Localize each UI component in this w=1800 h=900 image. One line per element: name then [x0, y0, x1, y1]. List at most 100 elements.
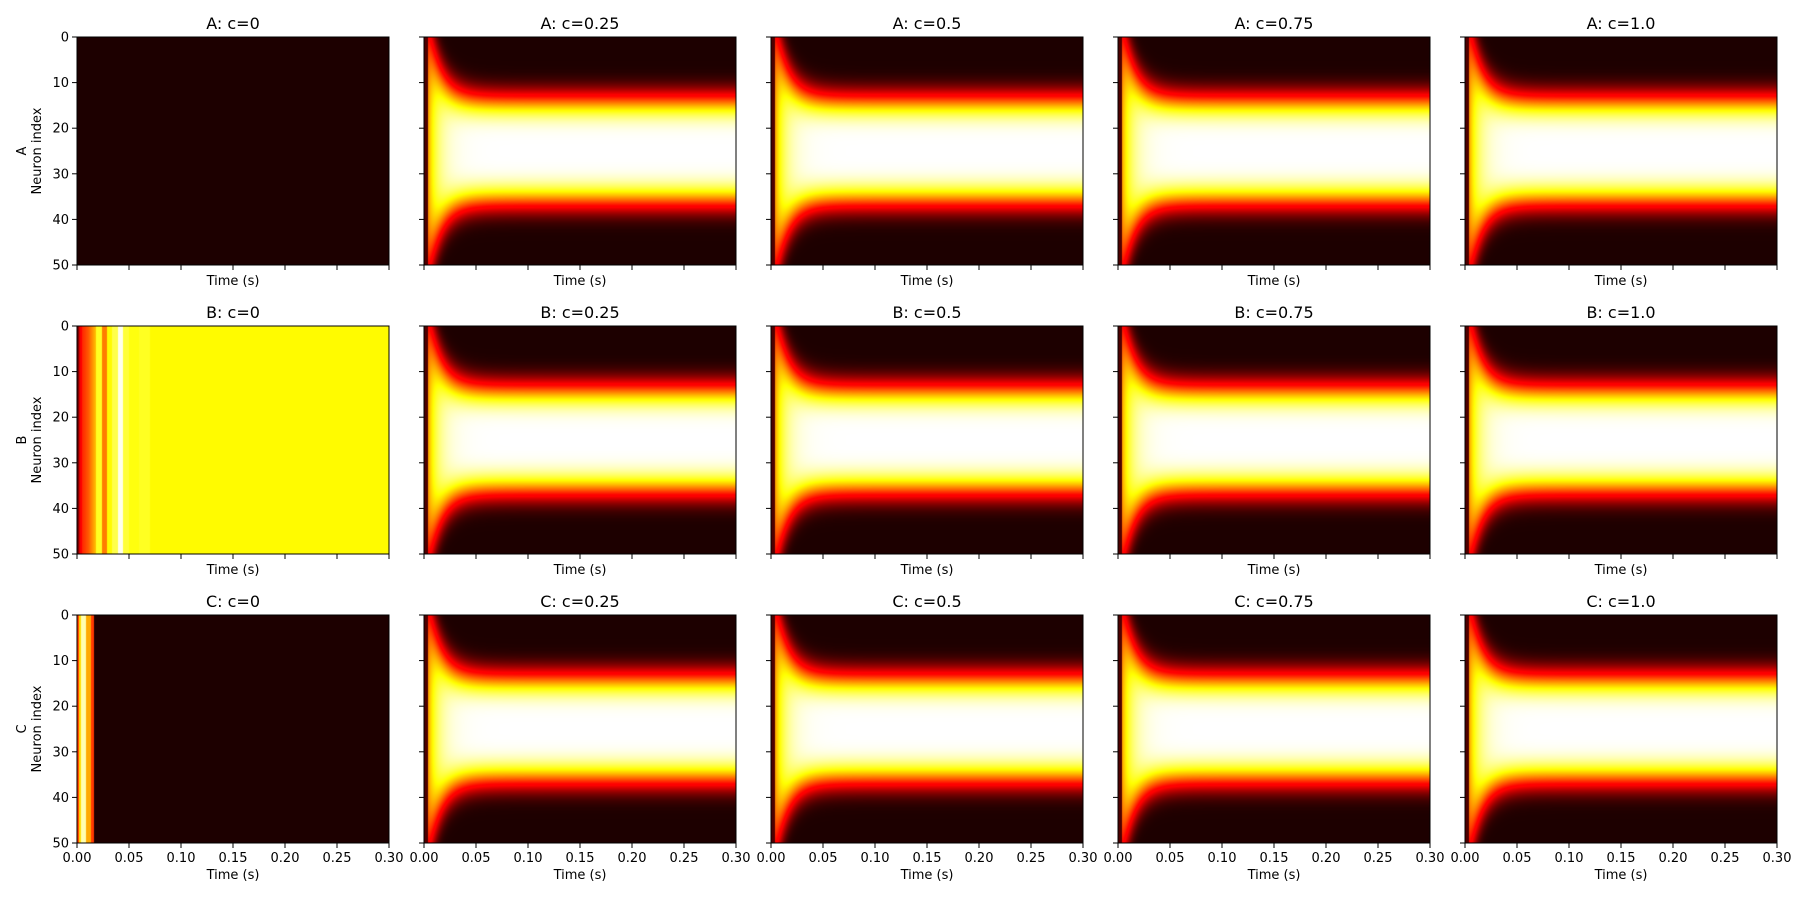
heatmap-image	[771, 615, 1083, 843]
y-tick-label: 20	[52, 411, 69, 426]
panel-title: A: c=0.5	[893, 14, 962, 33]
heatmap-image	[77, 615, 389, 843]
panel-c-3: C: c=0.5 0.00 0.05 0.10 0.15 0.20 0.25 0.30 Time…	[757, 592, 1098, 883]
x-axis-label: Time (s)	[553, 868, 607, 883]
y-tick-label: 40	[52, 213, 69, 228]
panel-title: C: c=0.25	[540, 592, 619, 611]
panel-title: B: c=0	[206, 303, 260, 322]
panel-title: A: c=1.0	[1587, 14, 1656, 33]
panel-title: C: c=1.0	[1586, 592, 1655, 611]
y-tick-label: 10	[52, 654, 69, 669]
x-axis-label: Time (s)	[553, 563, 607, 578]
panel-b-3: B: c=0.5 Time (s)	[766, 303, 1084, 578]
x-tick-label: 0.30	[1763, 851, 1792, 866]
heatmap-image	[1118, 326, 1430, 554]
y-tick-label: 0	[61, 320, 69, 335]
x-tick-label: 0.00	[1104, 851, 1133, 866]
heatmap-image	[77, 326, 389, 554]
panel-title: C: c=0	[206, 592, 260, 611]
y-tick-label: 10	[52, 365, 69, 380]
x-axis-label: Time (s)	[1247, 274, 1301, 289]
x-tick-label: 0.20	[271, 851, 300, 866]
x-tick-label: 0.00	[410, 851, 439, 866]
x-tick-label: 0.00	[757, 851, 786, 866]
y-tick-label: 0	[61, 609, 69, 624]
x-tick-label: 0.30	[375, 851, 404, 866]
panel-c-5: C: c=1.0 0.00 0.05 0.10 0.15 0.20 0.25 0.30 Time…	[1451, 592, 1792, 883]
y-tick-label: 30	[52, 745, 69, 760]
panel-a-2: A: c=0.25 Time (s)	[419, 14, 737, 289]
x-tick-label: 0.25	[670, 851, 699, 866]
y-tick-label: 40	[52, 502, 69, 517]
x-tick-label: 0.30	[1416, 851, 1445, 866]
row-label: A	[15, 146, 30, 155]
y-axis-label: Neuron index	[30, 107, 45, 194]
panel-title: B: c=0.5	[892, 303, 961, 322]
panel-c-1: C: c=0 0.00 0.05 0.10 0.15 0.20 0.25 0.30 0 10 20 3…	[15, 592, 403, 883]
x-axis-label: Time (s)	[206, 563, 260, 578]
y-tick-label: 10	[52, 76, 69, 91]
row-label: C	[15, 724, 30, 733]
x-tick-label: 0.05	[1156, 851, 1185, 866]
x-axis-label: Time (s)	[206, 868, 260, 883]
heatmap-image	[1118, 615, 1430, 843]
panel-b-2: B: c=0.25 Time (s)	[419, 303, 737, 578]
y-tick-label: 50	[52, 259, 69, 274]
x-tick-label: 0.30	[1069, 851, 1098, 866]
heatmap-image	[1465, 326, 1777, 554]
x-axis-label: Time (s)	[1247, 868, 1301, 883]
y-tick-label: 40	[52, 791, 69, 806]
panel-title: A: c=0.25	[541, 14, 620, 33]
x-tick-label: 0.20	[1659, 851, 1688, 866]
x-tick-label: 0.10	[514, 851, 543, 866]
y-axis-label: Neuron index	[30, 396, 45, 483]
x-tick-label: 0.20	[965, 851, 994, 866]
x-tick-label: 0.15	[913, 851, 942, 866]
panel-title: B: c=0.75	[1234, 303, 1313, 322]
x-axis-label: Time (s)	[900, 274, 954, 289]
heatmap-image	[77, 37, 389, 265]
x-tick-label: 0.05	[462, 851, 491, 866]
x-tick-label: 0.10	[861, 851, 890, 866]
x-tick-label: 0.25	[1017, 851, 1046, 866]
x-tick-label: 0.25	[1711, 851, 1740, 866]
heatmap-image	[771, 326, 1083, 554]
panel-c-2: C: c=0.25 0.00 0.05 0.10 0.15 0.20 0.25 0.30 Tim…	[410, 592, 751, 883]
x-tick-label: 0.20	[1312, 851, 1341, 866]
y-tick-label: 20	[52, 122, 69, 137]
x-tick-label: 0.05	[1503, 851, 1532, 866]
y-tick-label: 30	[52, 167, 69, 182]
heatmap-image	[424, 37, 736, 265]
x-tick-label: 0.10	[1208, 851, 1237, 866]
panel-b-5: B: c=1.0 Time (s)	[1460, 303, 1778, 578]
panel-title: B: c=1.0	[1586, 303, 1655, 322]
x-tick-label: 0.25	[1364, 851, 1393, 866]
x-tick-label: 0.15	[1260, 851, 1289, 866]
x-axis-label: Time (s)	[1247, 563, 1301, 578]
panel-title: C: c=0.5	[892, 592, 961, 611]
x-tick-label: 0.15	[1607, 851, 1636, 866]
x-axis-label: Time (s)	[900, 563, 954, 578]
panel-title: C: c=0.75	[1234, 592, 1313, 611]
y-tick-label: 0	[61, 31, 69, 46]
panel-a-4: A: c=0.75 Time (s)	[1113, 14, 1431, 289]
x-tick-label: 0.00	[63, 851, 92, 866]
y-tick-label: 30	[52, 456, 69, 471]
x-axis-label: Time (s)	[900, 868, 954, 883]
panel-a-5: A: c=1.0 Time (s)	[1460, 14, 1778, 289]
x-tick-label: 0.30	[722, 851, 751, 866]
x-tick-label: 0.05	[809, 851, 838, 866]
panel-title: B: c=0.25	[540, 303, 619, 322]
x-tick-label: 0.10	[167, 851, 196, 866]
heatmap-image	[1465, 615, 1777, 843]
x-tick-label: 0.20	[618, 851, 647, 866]
x-axis-label: Time (s)	[1594, 563, 1648, 578]
heatmap-image	[424, 326, 736, 554]
x-tick-label: 0.10	[1555, 851, 1584, 866]
x-axis-label: Time (s)	[206, 274, 260, 289]
x-tick-label: 0.05	[115, 851, 144, 866]
row-label: B	[15, 436, 30, 445]
panel-title: A: c=0	[206, 14, 260, 33]
x-tick-label: 0.15	[566, 851, 595, 866]
